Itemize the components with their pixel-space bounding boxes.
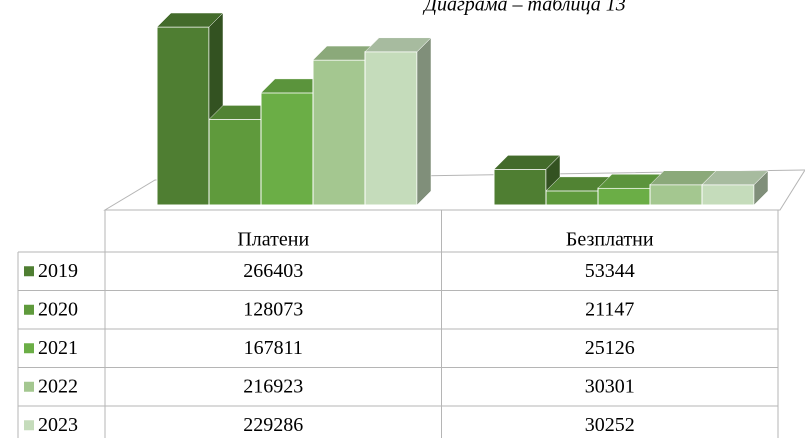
legend-swatch [24, 304, 34, 315]
table-value: 30252 [585, 414, 635, 436]
bar [493, 168, 547, 206]
legend-swatch [24, 381, 34, 392]
legend-swatch [24, 343, 34, 354]
bar [649, 184, 703, 206]
table-header: Платени [237, 229, 309, 251]
bar [312, 59, 366, 206]
bar [597, 187, 651, 206]
table-value: 25126 [585, 337, 635, 359]
table-value: 53344 [585, 260, 635, 282]
table-header: Безплатни [566, 229, 654, 251]
bar [156, 26, 210, 206]
bar-top [364, 37, 432, 53]
table-value: 30301 [585, 375, 635, 397]
legend-label: 2019 [38, 260, 78, 282]
chart-title: Диаграма – таблица 13 [422, 0, 626, 16]
bar [701, 184, 755, 206]
table-value: 216923 [243, 375, 303, 397]
table-value: 229286 [243, 414, 303, 436]
legend-label: 2023 [38, 414, 78, 436]
bar [545, 190, 599, 206]
table-value: 128073 [243, 298, 303, 320]
table-value: 21147 [585, 298, 634, 320]
bar-top [156, 12, 224, 28]
legend-label: 2020 [38, 298, 78, 320]
legend-swatch [24, 420, 34, 431]
legend-label: 2022 [38, 375, 78, 397]
bar-side [416, 37, 432, 206]
bar-top [701, 170, 769, 186]
bar [260, 92, 314, 206]
bar [208, 118, 262, 206]
legend-swatch [24, 266, 34, 277]
bar [364, 51, 418, 206]
bar-top [493, 155, 561, 170]
legend-label: 2021 [38, 337, 78, 359]
table-value: 167811 [244, 337, 303, 359]
table-value: 266403 [243, 260, 303, 282]
